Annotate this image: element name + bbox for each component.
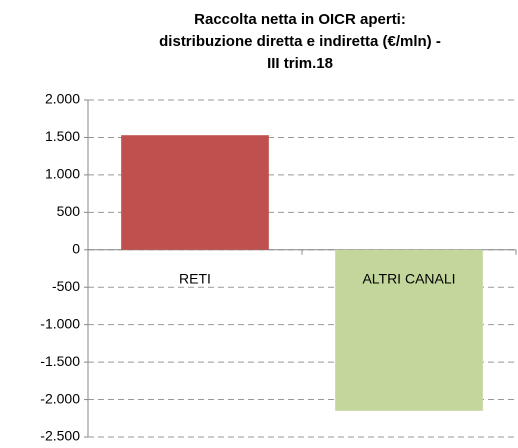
y-tick-label: -1.500 xyxy=(40,353,80,369)
bar xyxy=(335,249,483,411)
x-tick-label: ALTRI CANALI xyxy=(362,270,455,286)
y-tick-label: -2.500 xyxy=(40,428,80,444)
y-tick-label: -2.000 xyxy=(40,390,80,406)
chart-title: distribuzione diretta e indiretta (€/mln… xyxy=(159,33,441,50)
y-tick-label: 2.000 xyxy=(45,91,80,107)
y-tick-label: 1.500 xyxy=(45,128,80,144)
chart-title: Raccolta netta in OICR aperti: xyxy=(194,11,406,28)
y-tick-label: -1.000 xyxy=(40,315,80,331)
bar xyxy=(121,135,269,250)
x-tick-label: RETI xyxy=(179,270,211,286)
y-tick-label: 1.000 xyxy=(45,166,80,182)
y-tick-label: 0 xyxy=(72,240,80,256)
chart-title: III trim.18 xyxy=(267,55,333,72)
y-tick-label: -500 xyxy=(52,278,80,294)
y-tick-label: 500 xyxy=(57,203,81,219)
